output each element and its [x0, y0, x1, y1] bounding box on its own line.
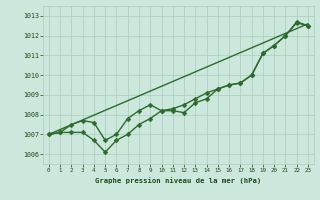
- X-axis label: Graphe pression niveau de la mer (hPa): Graphe pression niveau de la mer (hPa): [95, 177, 261, 184]
